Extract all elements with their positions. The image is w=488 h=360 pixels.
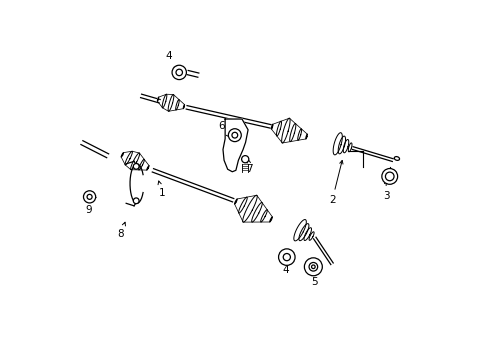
Polygon shape — [289, 123, 295, 142]
Polygon shape — [297, 129, 301, 140]
Polygon shape — [276, 121, 281, 136]
Polygon shape — [251, 202, 262, 222]
Ellipse shape — [393, 157, 399, 160]
Circle shape — [304, 258, 322, 276]
Polygon shape — [281, 118, 289, 143]
Polygon shape — [343, 140, 348, 153]
Circle shape — [311, 265, 314, 269]
Circle shape — [133, 163, 139, 169]
Text: 8: 8 — [117, 222, 125, 239]
Circle shape — [228, 129, 241, 141]
Polygon shape — [269, 217, 272, 222]
Polygon shape — [332, 133, 342, 155]
Circle shape — [231, 132, 237, 138]
Polygon shape — [121, 153, 123, 157]
Polygon shape — [146, 166, 149, 170]
Text: 7: 7 — [246, 159, 253, 174]
Polygon shape — [338, 136, 345, 154]
Polygon shape — [242, 195, 257, 222]
Polygon shape — [139, 159, 144, 170]
Circle shape — [87, 194, 92, 199]
Polygon shape — [175, 99, 179, 110]
Text: 6: 6 — [218, 121, 229, 137]
Circle shape — [133, 198, 139, 204]
Circle shape — [308, 262, 317, 271]
Polygon shape — [260, 210, 267, 222]
Text: 5: 5 — [310, 271, 317, 287]
Circle shape — [381, 168, 397, 184]
Circle shape — [283, 253, 290, 261]
Polygon shape — [347, 143, 351, 152]
Text: 1: 1 — [158, 181, 165, 198]
Polygon shape — [168, 95, 173, 111]
Circle shape — [278, 249, 294, 265]
Polygon shape — [271, 124, 272, 129]
Circle shape — [385, 172, 393, 181]
Polygon shape — [298, 224, 308, 241]
Circle shape — [172, 65, 186, 80]
Polygon shape — [183, 104, 184, 109]
Polygon shape — [223, 119, 247, 172]
Polygon shape — [238, 197, 247, 213]
Polygon shape — [305, 134, 307, 139]
Text: 9: 9 — [85, 199, 92, 216]
Circle shape — [241, 156, 248, 163]
Circle shape — [83, 191, 96, 203]
Polygon shape — [304, 228, 311, 240]
Circle shape — [176, 69, 182, 76]
Polygon shape — [308, 232, 313, 240]
Text: 2: 2 — [328, 161, 342, 205]
Polygon shape — [162, 94, 166, 108]
Polygon shape — [293, 220, 305, 241]
Polygon shape — [234, 199, 237, 204]
Polygon shape — [130, 153, 140, 170]
Polygon shape — [125, 151, 132, 165]
Text: 4: 4 — [165, 51, 177, 69]
Polygon shape — [157, 97, 159, 101]
Text: 4: 4 — [282, 259, 288, 275]
Text: 3: 3 — [382, 180, 388, 201]
